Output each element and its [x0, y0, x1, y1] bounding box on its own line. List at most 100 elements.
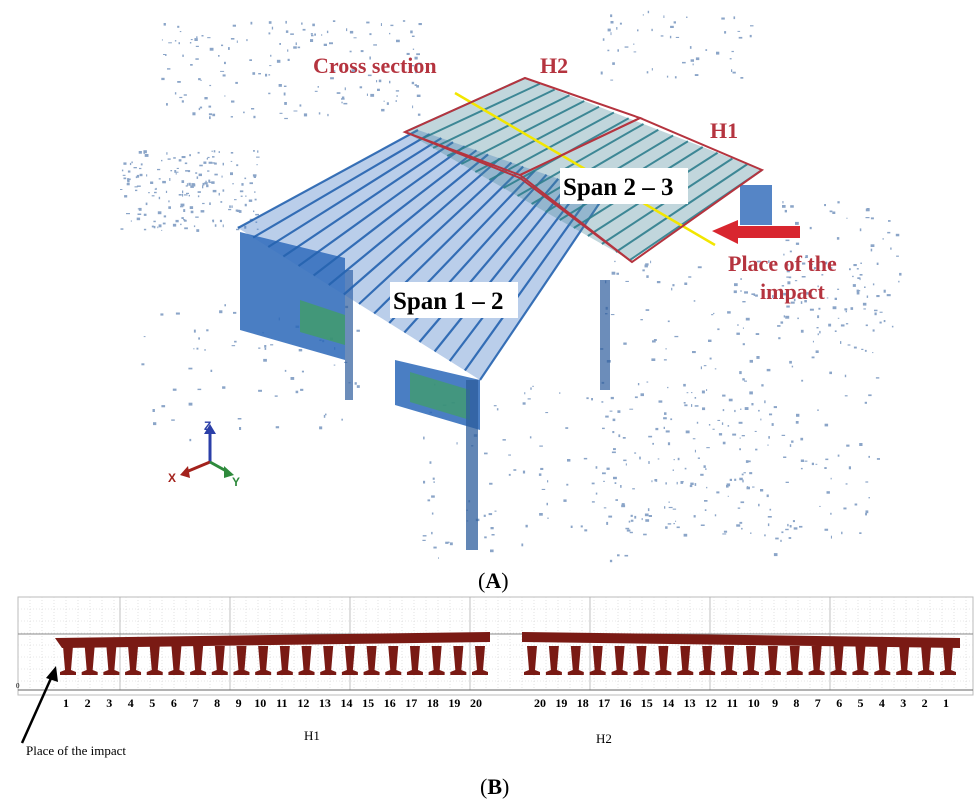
cloud-point: [252, 72, 256, 75]
beams-h2: [524, 646, 956, 675]
cloud-point: [207, 37, 211, 39]
cloud-point: [773, 553, 778, 557]
cloud-point: [821, 274, 824, 276]
cloud-point: [234, 199, 237, 201]
cloud-point: [830, 535, 832, 539]
cloud-point: [396, 95, 398, 97]
cloud-point: [865, 481, 869, 483]
cloud-point: [527, 398, 531, 400]
cloud-point: [204, 97, 208, 100]
cloud-point: [209, 202, 211, 205]
cloud-point: [154, 191, 157, 194]
cloud-point: [819, 330, 821, 334]
cloud-point: [755, 333, 760, 335]
cloud-point: [742, 301, 746, 303]
cloud-point: [418, 23, 422, 26]
cloud-point: [870, 248, 873, 252]
cloud-point: [751, 403, 754, 406]
cloud-point: [176, 167, 179, 169]
cloud-point: [726, 483, 731, 487]
cloud-point: [648, 435, 653, 438]
impact-pointer-head: [46, 666, 58, 682]
cloud-point: [580, 525, 583, 528]
impact-label-line2: impact: [760, 279, 825, 304]
deck-slab-h1: [55, 632, 490, 648]
cloud-point: [626, 529, 631, 532]
cloud-point: [768, 260, 770, 263]
cloud-point: [756, 356, 760, 359]
girder-line: [432, 88, 556, 149]
deck-slab-h2: [522, 632, 960, 648]
girder-number: 1: [943, 696, 949, 710]
cloud-point: [819, 505, 821, 507]
cloud-point: [228, 47, 230, 50]
cloud-point: [692, 351, 696, 354]
cloud-point: [349, 30, 354, 34]
beam-section: [830, 646, 847, 675]
cloud-point: [389, 32, 391, 35]
cloud-point: [167, 68, 171, 70]
cloud-point: [143, 213, 147, 216]
cloud-point: [166, 152, 168, 155]
cloud-point: [244, 177, 247, 180]
cloud-point: [489, 482, 493, 485]
girder-line: [297, 145, 466, 267]
cloud-point: [183, 94, 187, 96]
girders-span-1-2: [237, 129, 606, 381]
cloud-point: [724, 31, 727, 34]
cloud-point: [682, 61, 686, 64]
cloud-point: [777, 325, 781, 327]
cloud-point: [192, 112, 196, 116]
cloud-point: [204, 349, 206, 351]
cloud-point: [729, 58, 732, 60]
cloud-point: [298, 349, 303, 352]
cloud-point: [600, 71, 603, 75]
beam-section: [406, 646, 423, 675]
girder-number: 14: [341, 696, 353, 710]
cloud-point: [138, 207, 142, 211]
cloud-point: [230, 160, 233, 162]
cloud-point: [738, 36, 743, 39]
cloud-point: [236, 40, 238, 43]
cloud-point: [645, 309, 650, 311]
cloud-point: [412, 105, 414, 109]
cloud-point: [545, 412, 549, 414]
cloud-point: [672, 469, 674, 471]
cloud-point: [653, 339, 657, 341]
cloud-point: [684, 467, 687, 470]
cloud-point: [175, 219, 179, 223]
cloud-point: [207, 170, 210, 172]
cloud-point: [175, 172, 177, 175]
cloud-point: [222, 189, 225, 192]
cloud-point: [143, 153, 145, 154]
cloud-point: [800, 467, 803, 470]
cloud-point: [785, 315, 790, 319]
girder-line: [418, 82, 541, 141]
cloud-point: [811, 356, 815, 359]
cloud-point: [809, 263, 813, 265]
cloud-point: [202, 182, 205, 186]
cloud-point: [196, 347, 199, 350]
cloud-point: [739, 521, 743, 524]
beam-section: [524, 646, 540, 675]
cloud-point: [202, 185, 204, 189]
cloud-point: [674, 76, 677, 79]
cloud-point: [410, 30, 413, 34]
cloud-point: [697, 457, 700, 459]
cloud-point: [845, 483, 848, 485]
cloud-point: [801, 379, 804, 382]
cloud-point: [540, 467, 544, 470]
cloud-point: [651, 68, 653, 71]
cloud-point: [826, 491, 830, 494]
cloud-point: [188, 367, 193, 370]
cloud-point: [611, 451, 616, 454]
girder-number: 15: [362, 696, 374, 710]
cloud-point: [183, 219, 186, 221]
cloud-point: [696, 421, 699, 424]
cloud-point: [654, 479, 657, 482]
cloud-point: [150, 181, 154, 184]
cloud-point: [183, 194, 188, 196]
cloud-point: [691, 392, 693, 394]
cloud-point: [605, 415, 609, 418]
